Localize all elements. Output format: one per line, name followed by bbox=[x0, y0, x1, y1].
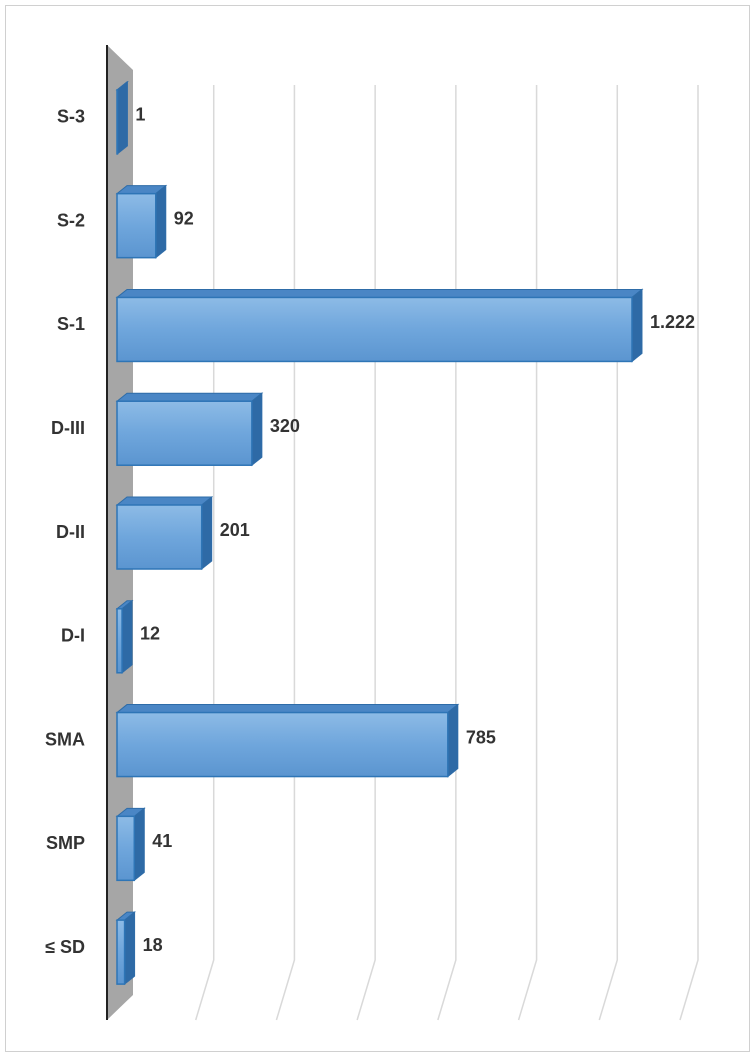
value-label: 12 bbox=[140, 624, 160, 644]
bar bbox=[115, 80, 129, 155]
category-label: SMP bbox=[46, 833, 85, 853]
category-label: S-1 bbox=[57, 314, 85, 334]
value-label: 41 bbox=[152, 831, 172, 851]
grid-line bbox=[275, 85, 296, 1021]
category-label: D-I bbox=[61, 626, 85, 646]
value-label: 1 bbox=[135, 105, 145, 125]
bar bbox=[115, 495, 214, 571]
grid-line bbox=[517, 85, 538, 1021]
grid-line bbox=[598, 85, 619, 1021]
category-label: ≤ SD bbox=[45, 937, 85, 957]
bar bbox=[115, 703, 460, 778]
grid-line bbox=[194, 85, 215, 1021]
bar bbox=[115, 288, 644, 363]
category-label: SMA bbox=[45, 729, 85, 749]
value-label: 320 bbox=[270, 416, 300, 436]
grid-line bbox=[356, 85, 376, 1021]
bar bbox=[115, 392, 264, 467]
value-label: 785 bbox=[466, 727, 496, 747]
value-label: 92 bbox=[174, 208, 194, 228]
grid-line bbox=[437, 85, 457, 1021]
bar bbox=[115, 599, 134, 674]
grid-line bbox=[679, 85, 699, 1021]
bar bbox=[115, 184, 168, 259]
bar bbox=[115, 911, 137, 986]
value-label: 1.222 bbox=[650, 312, 695, 332]
category-label: D-II bbox=[56, 522, 85, 542]
category-label: S-2 bbox=[57, 210, 85, 230]
value-label: 18 bbox=[143, 935, 163, 955]
category-label: S-3 bbox=[57, 107, 85, 127]
category-label: D-III bbox=[51, 418, 85, 438]
bar bbox=[115, 807, 146, 882]
value-label: 201 bbox=[220, 520, 250, 540]
